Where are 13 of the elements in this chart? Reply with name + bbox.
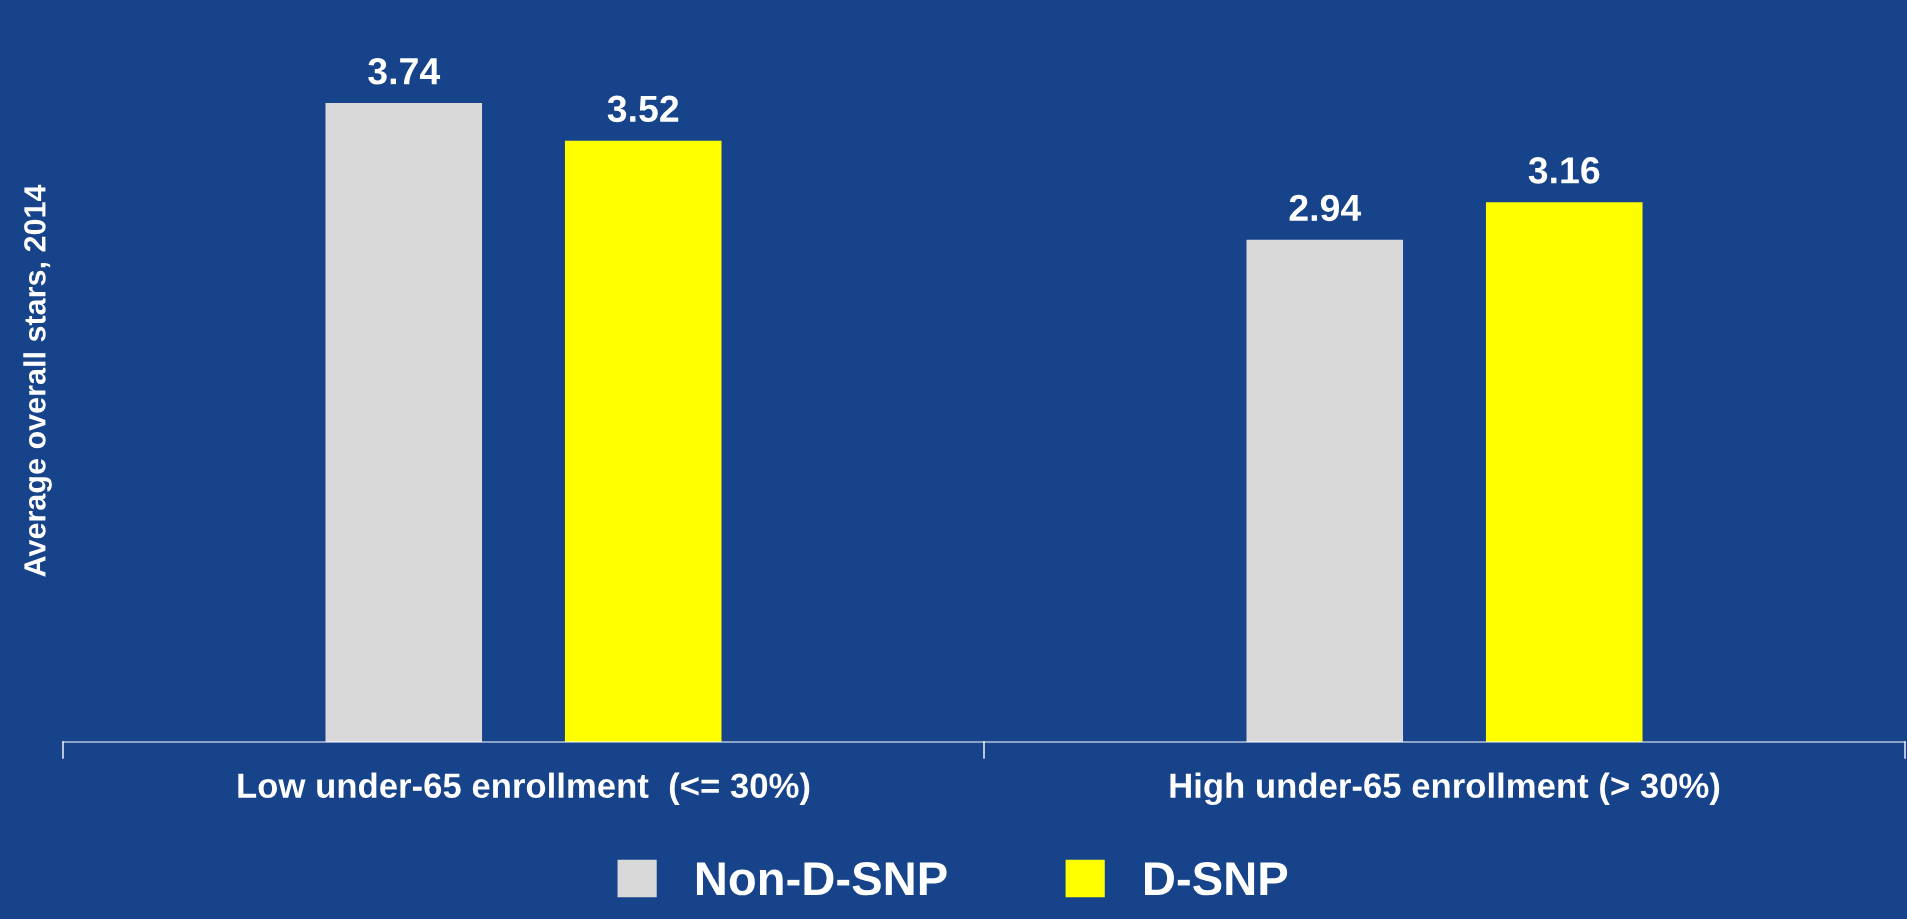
y-axis-title: Average overall stars, 2014 [23,184,52,577]
bar [1485,202,1643,742]
data-label: 3.74 [368,57,441,85]
data-label: 3.52 [607,95,679,123]
legend-label: Non-D-SNP [696,861,947,896]
x-tick-label: Low under-65 enrollment (<= 30%) [238,772,810,805]
bar [325,103,483,742]
legend-label: D-SNP [1145,861,1288,896]
data-label: 3.16 [1528,157,1600,184]
data-label: 2.94 [1289,194,1362,222]
x-tick-label: High under-65 enrollment (> 30%) [1170,772,1720,806]
bar [564,140,722,742]
bar [1246,239,1404,742]
